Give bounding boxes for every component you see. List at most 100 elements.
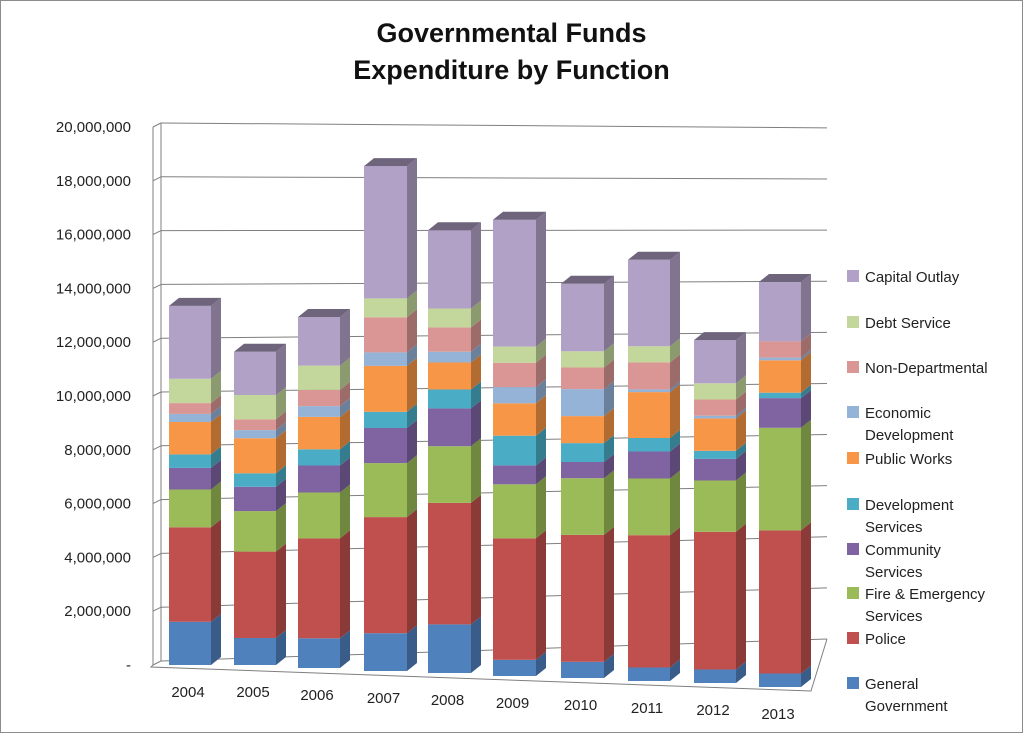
bar-top-2011 bbox=[628, 251, 680, 260]
legend-item-capital-outlay: Capital Outlay bbox=[847, 269, 960, 286]
bar-front-2008-police bbox=[428, 502, 471, 625]
bar-2005-public-works bbox=[234, 430, 286, 474]
bar-side-2006-fire-emergency-services bbox=[340, 484, 350, 539]
bar-side-2007-community-services bbox=[407, 420, 417, 464]
bar-side-2013-economic-development bbox=[801, 349, 811, 361]
bar-front-2005-fire-emergency-services bbox=[234, 511, 276, 552]
bar-side-2009-debt-service bbox=[536, 338, 546, 363]
bar-front-2008-community-services bbox=[428, 408, 471, 447]
bar-side-2004-fire-emergency-services bbox=[211, 481, 221, 528]
gridline-side-2 bbox=[152, 552, 162, 558]
x-tick-label-2012: 2012 bbox=[696, 702, 729, 719]
bar-side-2004-capital-outlay bbox=[211, 297, 221, 379]
bar-2008-capital-outlay bbox=[428, 222, 481, 309]
x-tick-labels: 2004 2005 2006 2007 2008 2009 2010 2011 2012 2013 bbox=[171, 684, 794, 723]
legend-swatch-capital-outlay bbox=[847, 270, 859, 282]
bar-side-2008-fire-emergency-services bbox=[471, 438, 481, 503]
bar-front-2011-police bbox=[628, 535, 670, 668]
bar-front-2008-debt-service bbox=[428, 308, 471, 328]
bar-2008-non-departmental bbox=[428, 319, 481, 352]
bar-side-2006-police bbox=[340, 530, 350, 639]
y-tick-label-5: 10,000,000 bbox=[56, 388, 131, 405]
legend-label-line: General bbox=[865, 676, 918, 693]
bar-2012-development-services bbox=[694, 442, 746, 459]
bar-side-2006-capital-outlay bbox=[340, 309, 350, 366]
bar-side-2009-development-services bbox=[536, 427, 546, 466]
bar-side-2012-development-services bbox=[736, 442, 746, 459]
bar-top-2007 bbox=[364, 158, 417, 167]
bar-front-2007-police bbox=[364, 517, 407, 634]
bar-2010-economic-development bbox=[561, 381, 614, 417]
bar-front-2004-public-works bbox=[169, 422, 211, 455]
bar-2013-general-government bbox=[759, 665, 811, 687]
legend-swatch-general-government bbox=[847, 677, 859, 689]
bar-2010-public-works bbox=[561, 408, 614, 444]
bar-2013-non-departmental bbox=[759, 333, 811, 358]
bar-2004-community-services bbox=[169, 459, 221, 490]
bar-side-2005-capital-outlay bbox=[276, 343, 286, 395]
legend-swatch-debt-service bbox=[847, 316, 859, 328]
bar-2009-general-government bbox=[493, 651, 546, 676]
bar-front-2008-non-departmental bbox=[428, 327, 471, 352]
bar-side-2007-development-services bbox=[407, 403, 417, 428]
legend-swatch-community-services bbox=[847, 543, 859, 555]
bar-2005-capital-outlay bbox=[234, 343, 286, 395]
bar-stack-2011 bbox=[628, 251, 680, 681]
bar-stack-2005 bbox=[234, 343, 286, 665]
legend-item-general-government: General Government bbox=[847, 676, 948, 715]
bar-side-2004-public-works bbox=[211, 414, 221, 455]
bar-side-2011-capital-outlay bbox=[670, 251, 680, 347]
bar-front-2010-police bbox=[561, 534, 604, 662]
bar-front-2012-economic-development bbox=[694, 415, 736, 419]
bar-front-2013-economic-development bbox=[759, 357, 801, 361]
bar-side-2013-fire-emergency-services bbox=[801, 419, 811, 531]
chart-title-line-2: Expenditure by Function bbox=[353, 55, 670, 85]
bar-front-2009-development-services bbox=[493, 435, 536, 466]
bar-front-2009-community-services bbox=[493, 465, 536, 485]
bar-front-2009-general-government bbox=[493, 659, 536, 676]
y-tick-label-1: 2,000,000 bbox=[64, 603, 131, 620]
bar-side-2008-community-services bbox=[471, 400, 481, 447]
x-tick-label-2004: 2004 bbox=[171, 684, 204, 701]
bar-2004-capital-outlay bbox=[169, 297, 221, 379]
legend-item-development-services: Development Services bbox=[847, 497, 954, 536]
bar-2005-police bbox=[234, 543, 286, 638]
bar-top-2006 bbox=[298, 309, 350, 317]
legend-label-line: Non-Departmental bbox=[865, 360, 988, 377]
bar-2012-economic-development bbox=[694, 407, 746, 419]
bar-side-2007-non-departmental bbox=[407, 309, 417, 353]
bar-side-2007-capital-outlay bbox=[407, 158, 417, 299]
bar-side-2011-police bbox=[670, 527, 680, 668]
bar-2007-community-services bbox=[364, 420, 417, 464]
bar-2009-capital-outlay bbox=[493, 211, 546, 347]
bar-front-2013-general-government bbox=[759, 673, 801, 687]
bar-front-2013-development-services bbox=[759, 392, 801, 399]
bar-side-2010-debt-service bbox=[604, 343, 614, 368]
bar-2008-community-services bbox=[428, 400, 481, 447]
bar-2013-economic-development bbox=[759, 349, 811, 361]
x-tick-label-2007: 2007 bbox=[367, 690, 400, 707]
bar-front-2005-non-departmental bbox=[234, 419, 276, 431]
bar-2005-general-government bbox=[234, 630, 286, 665]
bar-front-2004-debt-service bbox=[169, 378, 211, 404]
bar-2004-development-services bbox=[169, 446, 221, 468]
gridline-9 bbox=[160, 176, 828, 180]
bar-2013-development-services bbox=[759, 384, 811, 399]
bar-side-2005-general-government bbox=[276, 630, 286, 665]
bar-2006-fire-emergency-services bbox=[298, 484, 350, 539]
bar-front-2010-capital-outlay bbox=[561, 283, 604, 352]
bar-side-2009-economic-development bbox=[536, 379, 546, 404]
bar-2011-general-government bbox=[628, 659, 680, 681]
bar-side-2005-development-services bbox=[276, 465, 286, 487]
bar-2007-public-works bbox=[364, 357, 417, 412]
bar-side-2006-public-works bbox=[340, 408, 350, 450]
bar-front-2010-development-services bbox=[561, 443, 604, 462]
bar-side-2007-economic-development bbox=[407, 344, 417, 366]
bar-top-2012 bbox=[694, 332, 746, 341]
bar-side-2010-fire-emergency-services bbox=[604, 470, 614, 535]
bar-2013-community-services bbox=[759, 390, 811, 428]
bar-front-2011-public-works bbox=[628, 392, 670, 438]
gridline-side-1 bbox=[152, 606, 162, 612]
bar-front-2010-fire-emergency-services bbox=[561, 478, 604, 535]
